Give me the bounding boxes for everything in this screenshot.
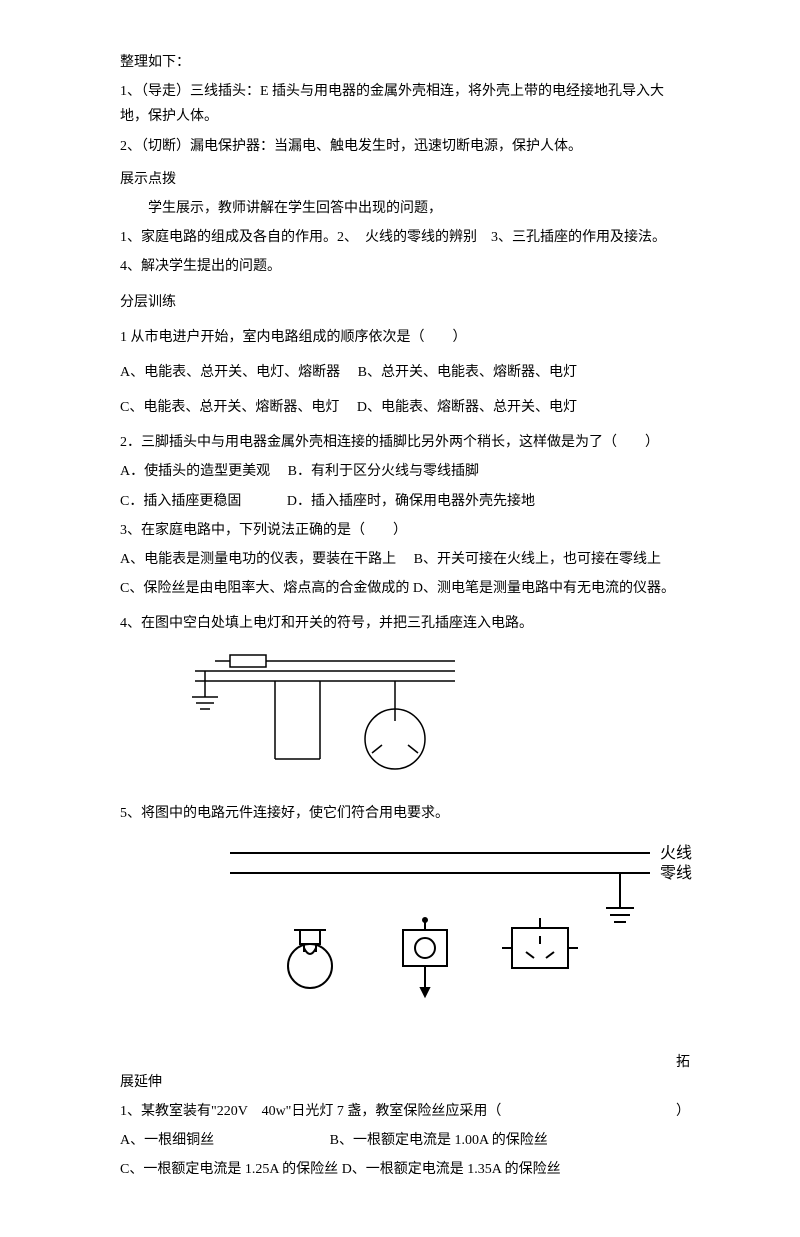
- live-wire-label: 火线: [660, 844, 692, 862]
- ext-q1-opt-a: A、一根细铜丝: [120, 1133, 214, 1148]
- display-line-3: 4、解决学生提出的问题。: [120, 254, 690, 279]
- q3-stem: 3、在家庭电路中，下列说法正确的是（ ）: [120, 518, 690, 543]
- ext-q1-opt-c: C、一根额定电流是 1.25A 的保险丝: [120, 1162, 338, 1177]
- diagram-1: [180, 649, 690, 789]
- ext-q1-stem-row: 1、某教室装有"220V 40w"日光灯 7 盏，教室保险丝应采用（ ）: [120, 1099, 690, 1124]
- q3-opt-c: C、保险丝是由电阻率大、熔点高的合金做成的: [120, 581, 409, 596]
- q4-stem: 4、在图中空白处填上电灯和开关的符号，并把三孔插座连入电路。: [120, 611, 690, 636]
- neutral-wire-label: 零线: [660, 864, 692, 882]
- display-line-1: 学生展示，教师讲解在学生回答中出现的问题，: [120, 196, 690, 221]
- q2-opt-d: D．插入插座时，确保用电器外壳先接地: [287, 494, 535, 509]
- training-title: 分层训练: [120, 290, 690, 315]
- ext-q1-stem: 1、某教室装有"220V 40w"日光灯 7 盏，教室保险丝应采用（: [120, 1099, 501, 1124]
- q3-opt-b: B、开关可接在火线上，也可接在零线上: [414, 552, 661, 567]
- q2-opt-c: C．插入插座更稳固: [120, 494, 241, 509]
- q1-opt-b: B、总开关、电能表、熔断器、电灯: [358, 365, 577, 380]
- ext-q1-opt-d: D、一根额定电流是 1.35A 的保险丝: [342, 1162, 561, 1177]
- q3-opt-d: D、测电笔是测量电路中有无电流的仪器。: [413, 581, 675, 596]
- q3-options-row1: A、电能表是测量电功的仪表，要装在干路上 B、开关可接在火线上，也可接在零线上: [120, 547, 690, 572]
- q1-opt-a: A、电能表、总开关、电灯、熔断器: [120, 365, 340, 380]
- display-title: 展示点拨: [120, 167, 690, 192]
- q1-opt-c: C、电能表、总开关、熔断器、电灯: [120, 400, 339, 415]
- q1-options-row1: A、电能表、总开关、电灯、熔断器 B、总开关、电能表、熔断器、电灯: [120, 360, 690, 385]
- display-line-2: 1、家庭电路的组成及各自的作用。2、 火线的零线的辨别 3、三孔插座的作用及接法…: [120, 225, 690, 250]
- circuit-diagram-2-svg: 火线 零线: [220, 838, 700, 1038]
- ext-q1-opt-b: B、一根额定电流是 1.00A 的保险丝: [330, 1133, 548, 1148]
- extend-title: 展延伸: [120, 1070, 690, 1095]
- ext-q1-close: ）: [676, 1099, 690, 1124]
- extend-right-char: 拓: [676, 1050, 690, 1075]
- q1-options-row2: C、电能表、总开关、熔断器、电灯 D、电能表、熔断器、总开关、电灯: [120, 395, 690, 420]
- q2-options-row2: C．插入插座更稳固 D．插入插座时，确保用电器外壳先接地: [120, 489, 690, 514]
- q5-stem: 5、将图中的电路元件连接好，使它们符合用电要求。: [120, 801, 690, 826]
- q1-opt-d: D、电能表、熔断器、总开关、电灯: [357, 400, 577, 415]
- item-1: 1、（导走）三线插头：E 插头与用电器的金属外壳相连，将外壳上带的电经接地孔导入…: [120, 79, 690, 129]
- q2-opt-b: B．有利于区分火线与零线插脚: [288, 464, 479, 479]
- item-2: 2、（切断）漏电保护器：当漏电、触电发生时，迅速切断电源，保护人体。: [120, 134, 690, 159]
- q3-options-row2: C、保险丝是由电阻率大、熔点高的合金做成的 D、测电笔是测量电路中有无电流的仪器…: [120, 576, 690, 601]
- q1-stem: 1 从市电进户开始，室内电路组成的顺序依次是（ ）: [120, 325, 690, 350]
- q2-stem: 2．三脚插头中与用电器金属外壳相连接的插脚比另外两个稍长，这样做是为了（ ）: [120, 430, 690, 455]
- q2-opt-a: A．使插头的造型更美观: [120, 464, 270, 479]
- circuit-diagram-1-svg: [180, 649, 460, 789]
- q2-options-row1: A．使插头的造型更美观 B．有利于区分火线与零线插脚: [120, 459, 690, 484]
- q3-opt-a: A、电能表是测量电功的仪表，要装在干路上: [120, 552, 396, 567]
- ext-q1-row2: C、一根额定电流是 1.25A 的保险丝 D、一根额定电流是 1.35A 的保险…: [120, 1157, 690, 1182]
- intro-title: 整理如下：: [120, 50, 690, 75]
- diagram-2: 火线 零线: [220, 838, 690, 1038]
